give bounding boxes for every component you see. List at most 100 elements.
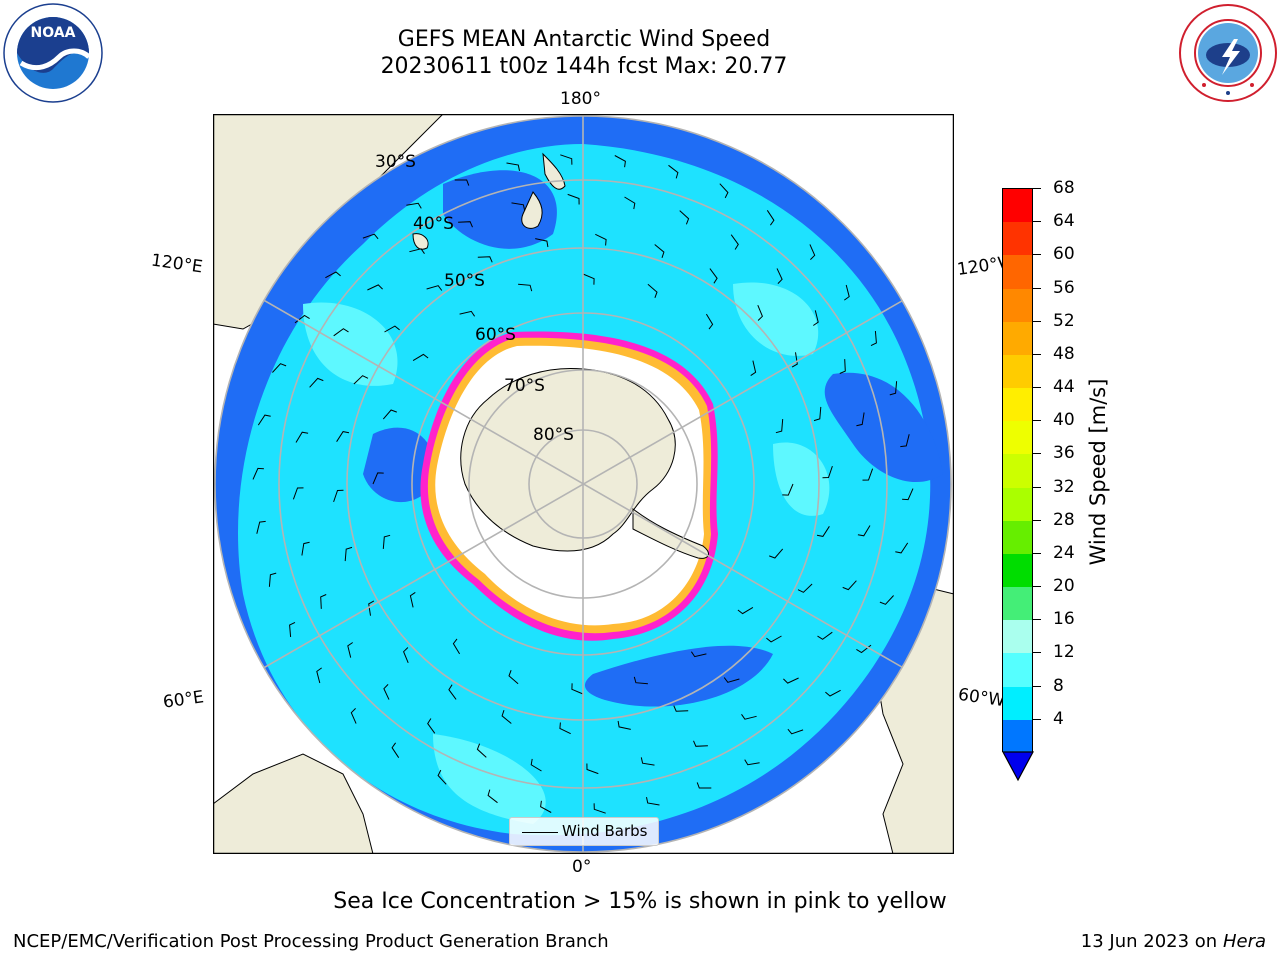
wind-barb [787,728,804,735]
noaa-logo-graphic: NOAA [3,3,103,103]
wind-barb [292,487,304,500]
colorbar-tick-label: 60 [1053,244,1075,265]
wind-barb [582,273,595,285]
lat-label-50s: 50°S [444,271,485,291]
colorbar-tick [1033,353,1041,355]
colorbar-tick [1033,586,1041,588]
wind-barb [344,546,353,562]
wind-high-patch [303,302,398,386]
colorbar-tick-label: 24 [1053,542,1075,563]
map-disk [215,116,951,852]
wind-barb [560,154,573,165]
colorbar-segment [1003,487,1032,521]
wind-barb [741,714,757,720]
lon-label-upper-left: 120°E [149,250,204,278]
colorbar-segment [1003,454,1032,488]
wind-barb [316,667,322,684]
wind-barb [825,689,841,697]
wind-barbs [252,154,914,814]
wind-barb-legend-line [522,832,558,834]
wind-barb [730,234,739,250]
colorbar-tick [1033,420,1041,422]
lat-label-40s: 40°S [413,214,454,234]
wind-barb [775,419,784,434]
wind-barb [501,710,512,724]
wind-barb [705,313,714,330]
wind-barb [362,233,379,240]
colorbar-tick [1033,221,1041,223]
wind-barb [295,431,309,443]
wind-barb [737,606,754,615]
wind-high-patch [733,282,819,356]
wind-barb [272,363,287,373]
footer-host: Hera [1222,931,1266,952]
wind-barb [289,621,296,638]
colorbar-tick-label: 56 [1053,277,1075,298]
noaa-logo-text: NOAA [31,25,76,41]
wind-barb [384,325,400,333]
wind-barb [857,525,871,537]
colorbar-tick-label: 48 [1053,343,1075,364]
colorbar-tick-label: 68 [1053,178,1075,198]
colorbar-tick-label: 36 [1053,443,1075,464]
wind-barb [640,757,655,766]
wind-barb [757,305,763,321]
wind-barb [257,414,271,426]
wind-barb [862,468,874,481]
colorbar-tick-label: 40 [1053,410,1075,431]
colorbar-tick-label: 4 [1053,708,1064,729]
wind-barb [511,202,526,211]
wind-barb [617,720,631,730]
lightning-icon [1222,39,1240,75]
wind-barb [586,763,599,775]
wind-barb [256,520,266,534]
colorbar-tick-label: 44 [1053,377,1075,398]
wind-barb [809,244,816,260]
colorbar-tick-label: 28 [1053,509,1075,530]
wind-barb [693,740,708,747]
colorbar-segment [1003,686,1032,720]
map-border [213,114,954,854]
colorbar-tick [1033,188,1041,189]
wind-barb [813,310,819,326]
colorbar-segment [1003,653,1032,687]
sea-ice-caption: Sea Ice Concentration > 15% is shown in … [333,889,947,914]
colorbar-segment [1003,520,1032,554]
colorbar-tick [1033,387,1041,389]
wind-barb [333,489,344,503]
wind-barb [459,310,476,317]
colorbar-segment [1003,719,1032,753]
wind-barb [353,375,369,385]
lat-label-30s: 30°S [375,152,416,172]
colorbar-tick-label: 12 [1053,642,1075,663]
colorbar-tick [1033,552,1041,554]
chart-subtitle: 20230611 t00z 144h fcst Max: 20.77 [380,54,788,79]
nws-logo [1178,3,1278,103]
colorbar-tick [1033,685,1041,687]
wind-barb [817,631,833,640]
wind-barb [367,284,383,291]
wind-barb [412,353,429,362]
wind-barb [477,256,493,263]
map-frame: 30°S 40°S 50°S 60°S 70°S 80°S [213,114,954,854]
wind-barb [593,803,606,814]
colorbar-tick [1033,652,1041,654]
wind-barb [719,183,729,199]
lat-label-80s: 80°S [533,425,574,445]
wind-barb [783,677,799,684]
wind-barb [696,782,712,789]
wind-barb [769,548,784,559]
wind-barb [889,381,898,396]
wind-barb [633,676,648,685]
wind-barb [571,683,584,695]
footer-date: 13 Jun 2023 on Hera [1081,931,1266,952]
wind-barb [252,467,264,480]
wind-barb-legend-label: Wind Barbs [562,822,648,840]
lon-label-lower-right: 60°W [956,684,1007,712]
wind-barb [782,483,794,496]
wind-barb [403,647,409,663]
wind-barb [458,221,473,228]
map-svg [213,114,954,854]
wind-barb [595,233,607,246]
wind-barb [744,759,760,766]
